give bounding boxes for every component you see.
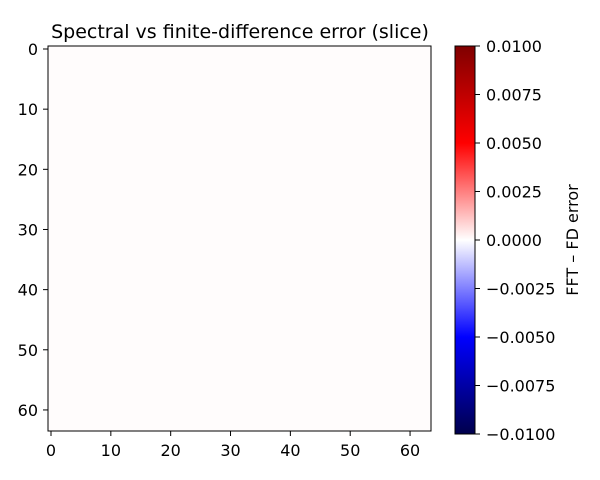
x-tick-label: 50 [340,441,360,460]
colorbar-tick-label: −0.0075 [486,377,555,396]
colorbar-tick-label: 0.0025 [486,183,542,202]
x-tick-label: 30 [220,441,240,460]
y-tick-label: 50 [18,341,38,360]
colorbar-tick-label: 0.0050 [486,134,542,153]
y-tick-label: 20 [18,160,38,179]
colorbar-tick-label: −0.0050 [486,328,555,347]
colorbar-tick-label: −0.0100 [486,425,555,444]
y-tick-label: 10 [18,100,38,119]
x-tick-label: 40 [280,441,300,460]
colorbar-tick-label: −0.0025 [486,280,555,299]
colorbar-tick-label: 0.0000 [486,231,542,250]
colorbar-axis: 0.0100 0.0075 0.0050 0.0025 0.0000 −0.0025 −0.… [475,37,555,444]
colorbar-label: FFT – FD error [563,184,582,296]
colorbar-gradient [455,46,475,434]
x-tick-label: 0 [46,441,56,460]
y-tick-label: 0 [28,40,38,59]
chart-title: Spectral vs finite-difference error (sli… [51,21,429,43]
colorbar-tick-label: 0.0100 [486,37,542,56]
x-axis: 0 10 20 30 40 50 60 [46,431,420,460]
x-tick-label: 20 [161,441,181,460]
plot-frame [47,45,432,432]
colorbar-tick-label: 0.0075 [486,86,542,105]
y-tick-label: 60 [18,401,38,420]
y-tick-label: 40 [18,281,38,300]
y-tick-label: 30 [18,220,38,239]
x-tick-label: 60 [400,441,420,460]
x-tick-label: 10 [101,441,121,460]
heatmap-image [48,46,431,431]
y-axis: 0 10 20 30 40 50 60 [18,40,48,420]
